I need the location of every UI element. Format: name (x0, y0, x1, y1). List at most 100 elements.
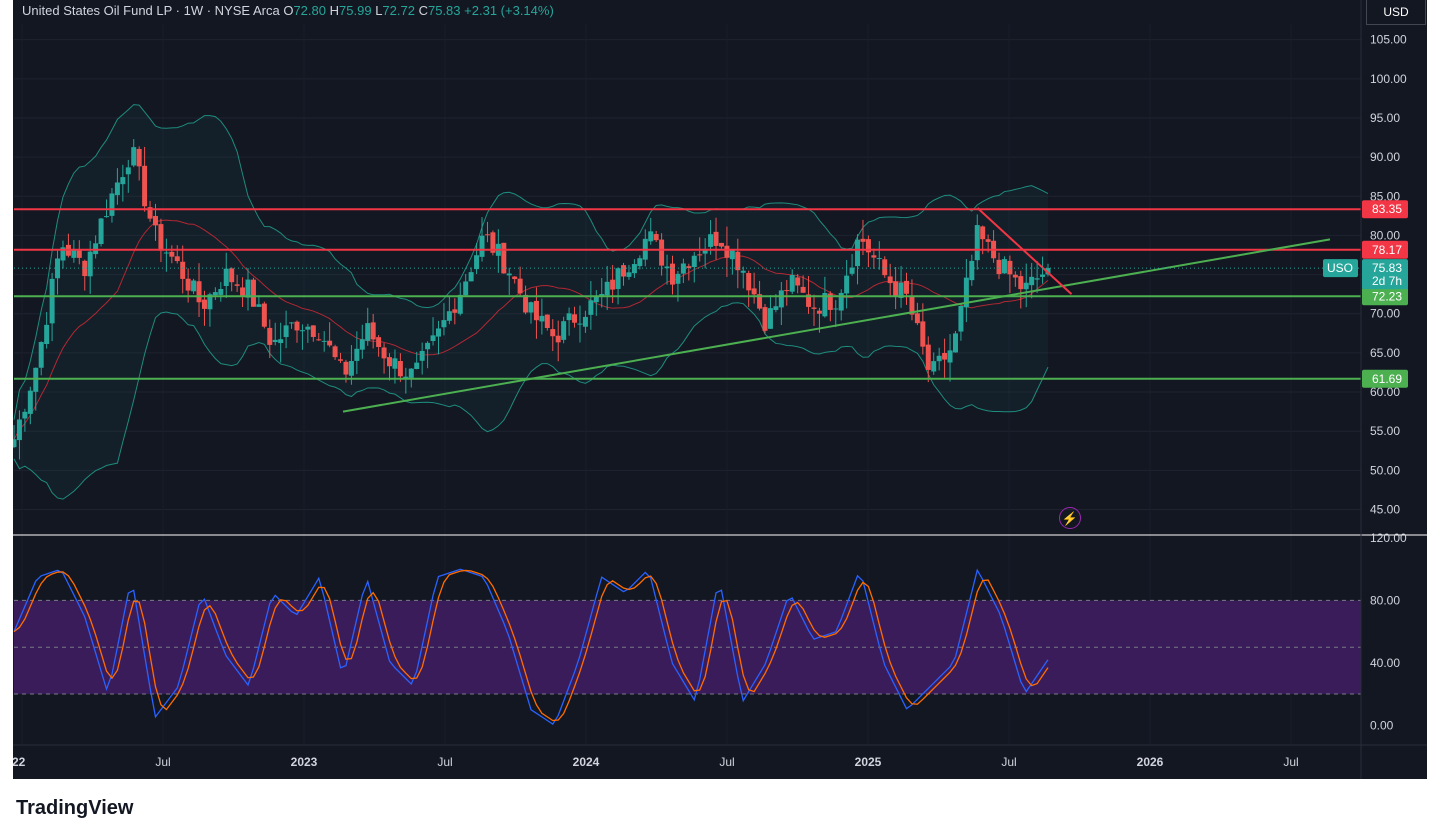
candle-body (114, 182, 120, 196)
candle-body (359, 339, 365, 350)
candle-body (1023, 282, 1029, 290)
candle-body (82, 260, 88, 277)
candle-body (142, 165, 148, 207)
candle-body (191, 280, 197, 292)
candle-body (882, 259, 888, 276)
candle-body (925, 344, 931, 370)
indicator-tick-label: 0.00 (1370, 718, 1394, 732)
candles[interactable] (11, 139, 1051, 460)
candle-body (849, 267, 855, 274)
candle-body (180, 261, 186, 279)
candle-body (593, 296, 599, 303)
candle-body (566, 313, 572, 321)
candle-body (98, 218, 104, 244)
candle-body (621, 265, 627, 277)
candle-body (71, 249, 77, 258)
candle-body (751, 288, 757, 295)
candle-body (87, 251, 93, 277)
candle-body (201, 299, 207, 309)
candle-body (637, 258, 643, 267)
candle-body (887, 276, 893, 284)
candle-body (376, 337, 382, 347)
candle-body (626, 272, 632, 277)
candle-body (833, 308, 839, 310)
candle-body (283, 325, 289, 338)
candle-body (354, 348, 360, 361)
candle-body (767, 308, 773, 329)
candle-body (958, 305, 964, 332)
candle-body (1001, 259, 1007, 274)
level-badge-bg (1362, 287, 1408, 306)
stochastic-lines (13, 568, 1361, 726)
candle-body (289, 322, 295, 324)
candle-body (517, 278, 523, 294)
candle-body (435, 328, 441, 337)
candle-body (299, 330, 305, 332)
candle-body (708, 234, 714, 247)
close-label: C (418, 3, 428, 18)
candle-body (212, 292, 218, 296)
price-tick-label: 55.00 (1370, 424, 1400, 438)
candle-body (1007, 260, 1013, 275)
candle-body (512, 276, 518, 280)
candle-body (713, 231, 719, 246)
candle-body (468, 272, 474, 282)
indicator-tick-label: 40.00 (1370, 656, 1400, 670)
candle-body (963, 277, 969, 308)
candle-body (615, 268, 621, 289)
instrument-title: United States Oil Fund LP · 1W · NYSE Ar… (22, 3, 280, 18)
candle-body (952, 333, 958, 353)
candle-body (55, 258, 61, 279)
candle-body (321, 340, 327, 342)
candle-body (131, 147, 137, 166)
candle-body (365, 323, 371, 341)
bollinger-basis (13, 219, 1049, 440)
candle-body (147, 207, 153, 219)
candle-body (539, 315, 545, 322)
last-price-countdown: 2d 7h (1372, 274, 1402, 288)
candle-body (680, 263, 686, 274)
trendlines[interactable] (342, 207, 1331, 413)
candle-body (305, 326, 311, 330)
horizontal-levels[interactable] (14, 208, 1361, 380)
left-border (0, 0, 13, 780)
candle-body (441, 320, 447, 328)
candle-body (800, 286, 806, 293)
trendline (342, 238, 1331, 413)
candle-body (408, 368, 414, 378)
price-tick-label: 95.00 (1370, 111, 1400, 125)
candle-body (392, 358, 398, 369)
candle-body (38, 342, 44, 368)
candle-body (898, 282, 904, 298)
candle-body (980, 226, 986, 240)
candle-body (332, 346, 338, 358)
candle-body (125, 167, 131, 175)
price-tick-label: 105.00 (1370, 33, 1407, 47)
candle-body (397, 361, 403, 377)
candle-body (479, 235, 485, 257)
time-tick-label: Jul (719, 755, 734, 769)
symbol-badge: USO (1327, 261, 1353, 275)
candle-body (735, 251, 741, 271)
candle-body (327, 340, 333, 346)
candle-body (942, 353, 948, 360)
candle-body (250, 279, 256, 307)
candle-body (691, 255, 697, 268)
right-border (1427, 0, 1440, 780)
candle-body (544, 314, 550, 329)
candle-body (550, 329, 556, 337)
candle-body (1012, 274, 1018, 278)
lightning-icon[interactable]: ⚡ (1059, 507, 1081, 529)
currency-button[interactable]: USD (1366, 0, 1426, 25)
candle-body (1029, 276, 1035, 286)
symbol-header: United States Oil Fund LP · 1W · NYSE Ar… (22, 3, 554, 18)
symbol-badge-bg (1323, 259, 1358, 278)
candle-body (1018, 276, 1024, 290)
close-value: 75.83 (427, 3, 461, 18)
last-price-value: 75.83 (1372, 261, 1402, 275)
price-tick-label: 85.00 (1370, 189, 1400, 203)
candle-body (724, 245, 730, 258)
open-value: 72.80 (293, 3, 326, 18)
